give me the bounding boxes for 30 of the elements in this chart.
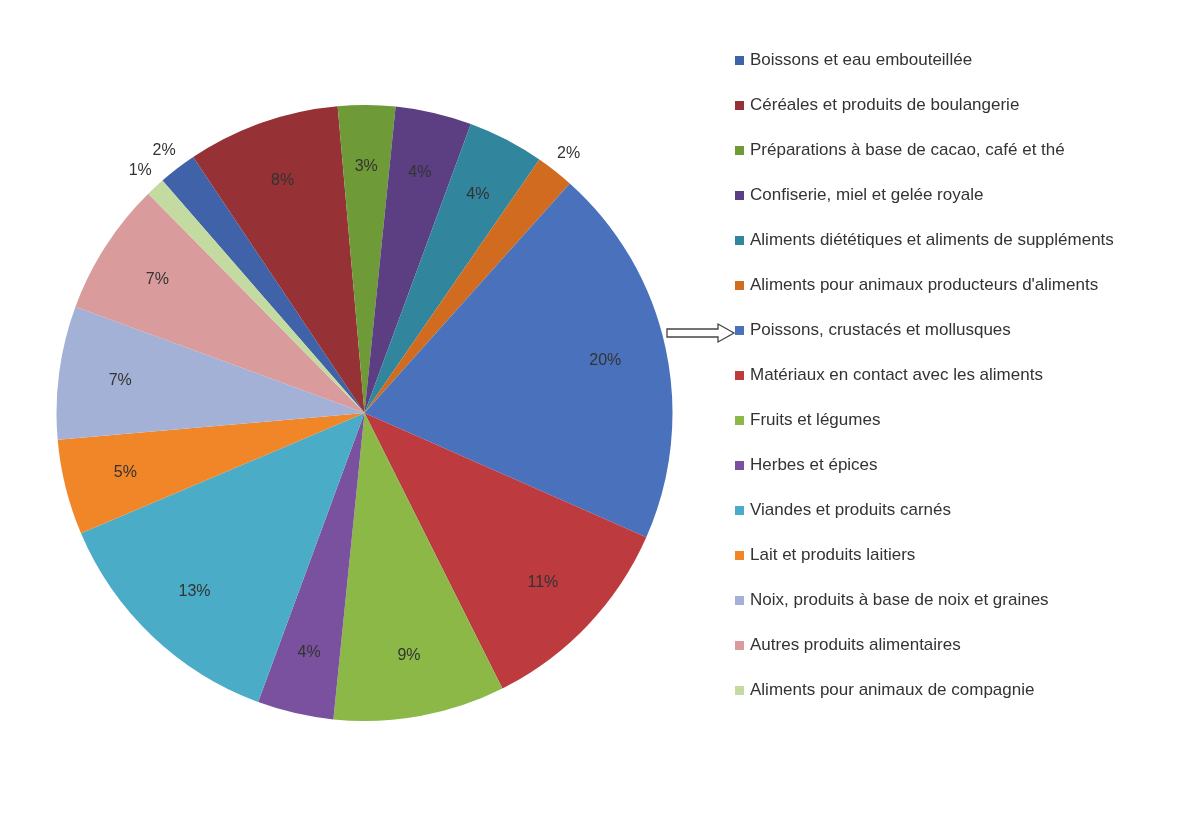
data-label: 4%	[466, 184, 490, 202]
legend-label: Aliments pour animaux de compagnie	[750, 680, 1035, 700]
legend-label: Autres produits alimentaires	[750, 635, 961, 655]
legend-label: Confiserie, miel et gelée royale	[750, 185, 984, 205]
data-label: 13%	[178, 581, 211, 599]
data-label: 11%	[527, 573, 559, 591]
legend-label: Poissons, crustacés et mollusques	[750, 320, 1011, 340]
data-label: 9%	[397, 645, 421, 663]
legend-label: Lait et produits laitiers	[750, 545, 916, 565]
legend-label: Boissons et eau embouteillée	[750, 50, 973, 70]
legend-label: Viandes et produits carnés	[750, 500, 951, 520]
legend-label: Aliments diététiques et aliments de suppléments	[750, 230, 1114, 250]
legend-label: Aliments pour animaux producteurs d'aliments	[750, 275, 1099, 295]
legend-label: Fruits et légumes	[750, 410, 881, 430]
data-label: 4%	[297, 643, 321, 661]
data-label: 7%	[145, 269, 169, 287]
data-label: 2%	[557, 144, 581, 162]
data-label: 20%	[589, 351, 622, 369]
data-label: 8%	[271, 171, 295, 188]
data-label: 1%	[128, 161, 152, 179]
legend-label: Préparations à base de cacao, café et thé	[750, 140, 1065, 160]
data-label: 2%	[152, 141, 176, 159]
data-label: 3%	[354, 157, 378, 175]
legend-label: Céréales et produits de boulangerie	[750, 95, 1020, 115]
legend-label: Matériaux en contact avec les aliments	[750, 365, 1043, 385]
legend-label: Herbes et épices	[750, 455, 878, 475]
data-label: 7%	[108, 370, 132, 388]
data-label: 5%	[113, 463, 137, 481]
legend-label: Noix, produits à base de noix et graines	[750, 590, 1049, 610]
data-label: 4%	[408, 163, 432, 181]
